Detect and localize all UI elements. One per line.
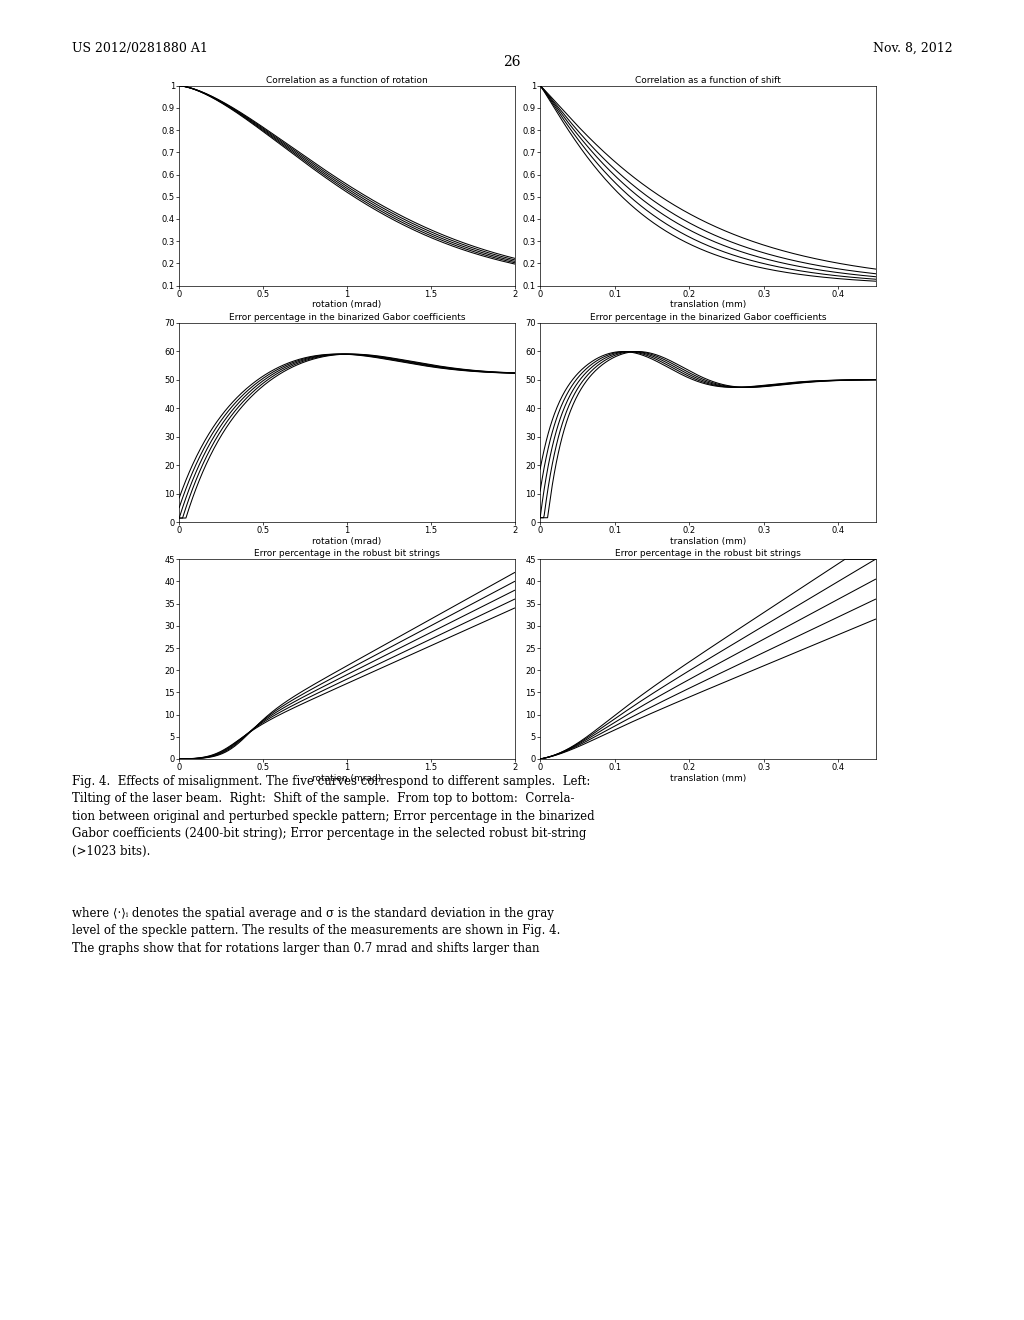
Text: 26: 26 <box>503 55 521 70</box>
Text: US 2012/0281880 A1: US 2012/0281880 A1 <box>72 42 208 55</box>
X-axis label: translation (mm): translation (mm) <box>670 300 745 309</box>
X-axis label: translation (mm): translation (mm) <box>670 774 745 783</box>
Title: Correlation as a function of rotation: Correlation as a function of rotation <box>266 77 428 84</box>
Title: Error percentage in the binarized Gabor coefficients: Error percentage in the binarized Gabor … <box>228 313 465 322</box>
Title: Error percentage in the robust bit strings: Error percentage in the robust bit strin… <box>254 549 440 558</box>
X-axis label: rotation (mrad): rotation (mrad) <box>312 537 382 546</box>
Title: Correlation as a function of shift: Correlation as a function of shift <box>635 77 780 84</box>
Text: Nov. 8, 2012: Nov. 8, 2012 <box>872 42 952 55</box>
Title: Error percentage in the robust bit strings: Error percentage in the robust bit strin… <box>614 549 801 558</box>
Text: Fig. 4.  Effects of misalignment. The five curves correspond to different sample: Fig. 4. Effects of misalignment. The fiv… <box>72 775 594 858</box>
X-axis label: rotation (mrad): rotation (mrad) <box>312 774 382 783</box>
Text: where ⟨·⟩ᵢ denotes the spatial average and σ is the standard deviation in the gr: where ⟨·⟩ᵢ denotes the spatial average a… <box>72 907 560 954</box>
X-axis label: rotation (mrad): rotation (mrad) <box>312 300 382 309</box>
X-axis label: translation (mm): translation (mm) <box>670 537 745 546</box>
Title: Error percentage in the binarized Gabor coefficients: Error percentage in the binarized Gabor … <box>590 313 826 322</box>
